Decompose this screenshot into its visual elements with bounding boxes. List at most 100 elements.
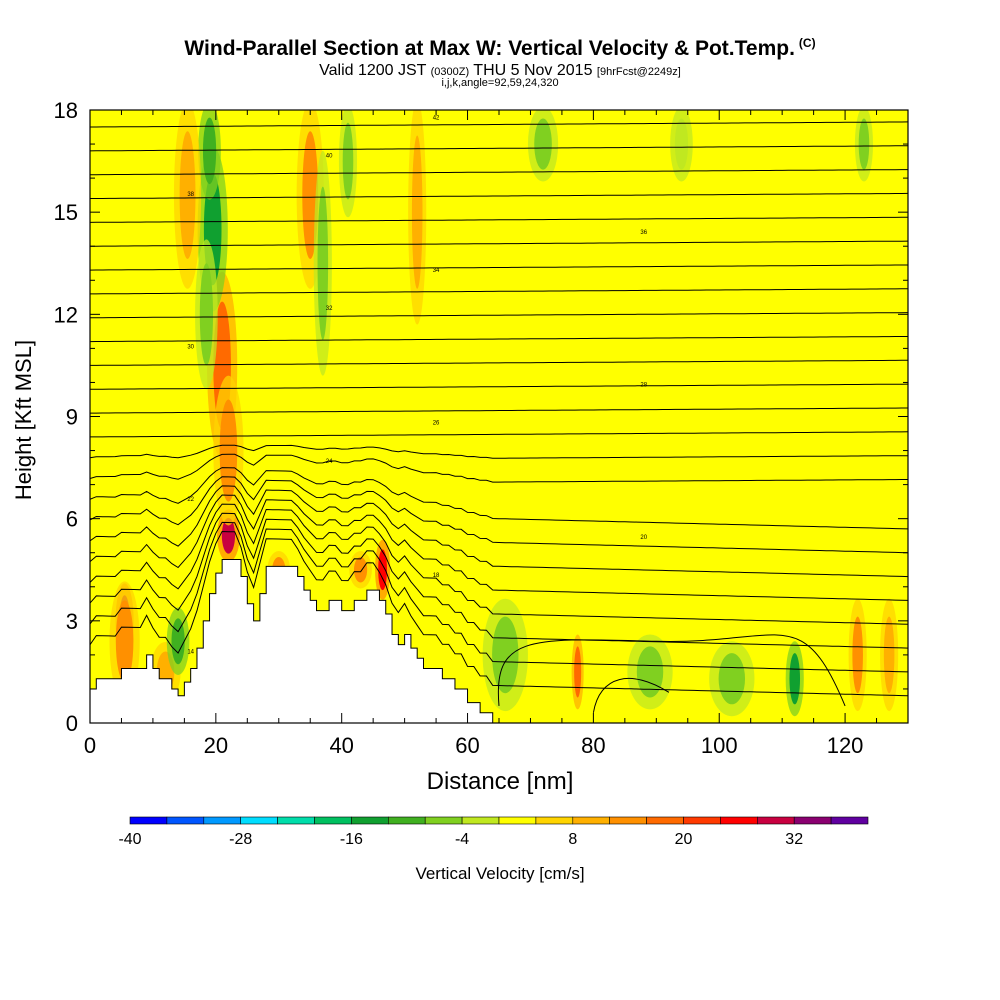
isentrope-line: [90, 336, 908, 343]
isentrope-line: [90, 145, 908, 152]
isentrope-line: [90, 467, 908, 530]
velocity-cell: [852, 616, 863, 694]
velocity-cell: [317, 186, 329, 340]
contour-label: 38: [187, 192, 194, 198]
isentrope-line: [90, 312, 908, 319]
velocity-cell: [219, 399, 238, 502]
contour-label: 30: [187, 344, 194, 350]
colorbar-swatch: [572, 816, 610, 825]
y-tick-label: 12: [54, 302, 78, 327]
isentrope-line: [90, 512, 908, 649]
isentrope-line: [90, 485, 908, 578]
x-tick-label: 120: [827, 733, 864, 758]
isentrope-line: [90, 383, 908, 390]
colorbar-tick-label: 20: [675, 831, 693, 848]
contour-label: 40: [326, 154, 333, 160]
isentrope-line: [90, 121, 908, 128]
colorbar: -40 -28 -16 -4 8 20 32: [118, 816, 869, 848]
x-axis-label: Distance [nm]: [426, 768, 574, 795]
chart-title: Wind-Parallel Section at Max W: Vertical…: [184, 36, 816, 60]
x-axis: 0 20 40 60 80 100 120: [84, 110, 909, 758]
y-tick-label: 15: [54, 200, 78, 225]
y-tick-label: 9: [66, 405, 78, 430]
isentrope-line: [90, 216, 908, 223]
colorbar-tick-label: 32: [785, 831, 803, 848]
colorbar-swatch: [498, 816, 537, 825]
contour-label: 18: [433, 573, 440, 579]
isentrope-line: [90, 431, 908, 438]
velocity-cell: [221, 517, 236, 554]
isentrope-line: [90, 453, 908, 483]
velocity-cell: [858, 118, 870, 170]
contour-label: 34: [433, 268, 440, 274]
colorbar-swatch: [793, 816, 832, 825]
isentrope-lines: 141618202224262830323436384042: [90, 115, 908, 713]
colorbar-swatch: [609, 816, 647, 825]
colorbar-swatch: [535, 816, 574, 825]
colorbar-swatch: [314, 816, 352, 825]
colorbar-swatch: [756, 816, 795, 825]
velocity-cell: [411, 135, 423, 289]
colorbar-tick-label: -28: [229, 831, 252, 848]
velocity-cell: [718, 653, 746, 705]
x-tick-label: 40: [329, 733, 353, 758]
colorbar-swatch: [129, 816, 168, 825]
isentrope-line: [592, 678, 670, 713]
isentrope-line: [90, 288, 908, 295]
contour-label: 24: [326, 459, 333, 465]
velocity-cell: [302, 131, 319, 259]
velocity-cell: [342, 122, 354, 200]
isentrope-line: [90, 240, 908, 247]
colorbar-swatch: [683, 816, 721, 825]
isentrope-line: [90, 192, 908, 199]
contour-label: 42: [433, 115, 440, 121]
y-tick-label: 6: [66, 507, 78, 532]
isentrope-line: [90, 476, 908, 554]
chart-params: i,j,k,angle=92,59,24,320: [441, 77, 559, 89]
velocity-cell: [883, 616, 895, 694]
velocity-cell: [171, 618, 185, 665]
velocity-cell: [534, 118, 552, 170]
x-tick-label: 60: [455, 733, 479, 758]
velocity-cell: [199, 263, 214, 366]
velocity-cell: [179, 131, 196, 259]
velocity-cell: [674, 118, 689, 170]
terrain: [89, 559, 499, 724]
colorbar-tick-label: -16: [340, 831, 363, 848]
contour-label: 14: [187, 649, 194, 655]
colorbar-swatch: [240, 816, 278, 825]
colorbar-swatch: [461, 816, 500, 825]
y-tick-label: 3: [66, 609, 78, 634]
colorbar-swatch: [351, 816, 389, 825]
isentrope-line: [90, 494, 908, 601]
velocity-cell: [574, 646, 582, 698]
velocity-cell: [115, 600, 134, 683]
contour-label: 20: [640, 535, 647, 541]
velocity-cell: [789, 653, 801, 705]
x-tick-label: 20: [204, 733, 228, 758]
contour-label: 36: [640, 230, 647, 236]
isentrope-line: [90, 407, 908, 414]
velocity-cell: [202, 117, 217, 185]
isentrope-line: [90, 359, 908, 366]
isentrope-line: [90, 264, 908, 271]
chart-subtitle: Valid 1200 JST (0300Z) THU 5 Nov 2015 [9…: [319, 62, 681, 79]
isentrope-line: [90, 503, 908, 625]
colorbar-tick-label: -4: [455, 831, 469, 848]
colorbar-swatch: [424, 816, 463, 825]
contour-label: 28: [640, 382, 647, 388]
terrain-profile: [89, 559, 499, 724]
colorbar-swatch: [203, 816, 242, 825]
isentrope-line: [90, 444, 908, 459]
x-tick-label: 100: [701, 733, 738, 758]
y-axis-label: Height [Kft MSL]: [11, 339, 36, 501]
colorbar-swatch: [387, 816, 426, 825]
y-tick-label: 18: [54, 98, 78, 123]
velocity-cell: [636, 646, 664, 698]
colorbar-swatch: [277, 816, 315, 825]
contour-label: 22: [187, 497, 194, 503]
x-tick-label: 0: [84, 733, 96, 758]
colorbar-label: Vertical Velocity [cm/s]: [415, 864, 585, 883]
velocity-cell: [353, 556, 368, 583]
